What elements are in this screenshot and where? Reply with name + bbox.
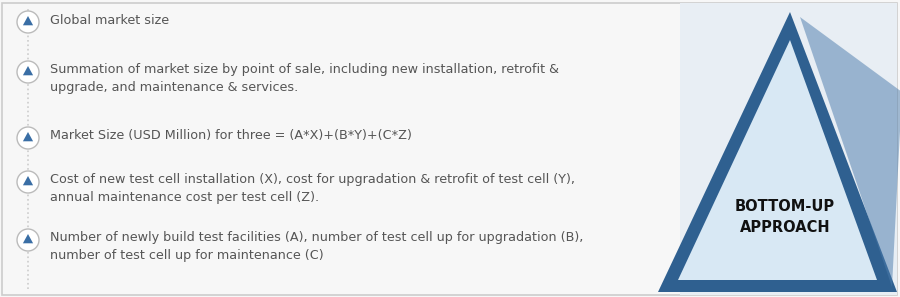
Text: Market Size (USD Million) for three = (A*X)+(B*Y)+(C*Z): Market Size (USD Million) for three = (A…: [50, 129, 412, 143]
Text: Summation of market size by point of sale, including new installation, retrofit : Summation of market size by point of sal…: [50, 64, 559, 77]
Polygon shape: [800, 17, 900, 287]
Text: number of test cell up for maintenance (C): number of test cell up for maintenance (…: [50, 249, 324, 263]
Polygon shape: [658, 12, 897, 292]
Text: annual maintenance cost per test cell (Z).: annual maintenance cost per test cell (Z…: [50, 192, 319, 205]
Circle shape: [17, 61, 39, 83]
Circle shape: [17, 171, 39, 193]
FancyBboxPatch shape: [680, 3, 897, 295]
Text: Cost of new test cell installation (X), cost for upgradation & retrofit of test : Cost of new test cell installation (X), …: [50, 173, 575, 187]
Polygon shape: [22, 176, 33, 185]
Polygon shape: [22, 234, 33, 243]
Polygon shape: [22, 132, 33, 141]
FancyBboxPatch shape: [2, 3, 897, 295]
Polygon shape: [22, 16, 33, 25]
Polygon shape: [22, 66, 33, 75]
Text: Global market size: Global market size: [50, 13, 169, 26]
Circle shape: [17, 11, 39, 33]
Text: Number of newly build test facilities (A), number of test cell up for upgradatio: Number of newly build test facilities (A…: [50, 231, 583, 244]
Polygon shape: [678, 40, 877, 280]
Circle shape: [17, 229, 39, 251]
Circle shape: [17, 127, 39, 149]
Text: BOTTOM-UP
APPROACH: BOTTOM-UP APPROACH: [735, 199, 835, 235]
Text: upgrade, and maintenance & services.: upgrade, and maintenance & services.: [50, 81, 298, 94]
